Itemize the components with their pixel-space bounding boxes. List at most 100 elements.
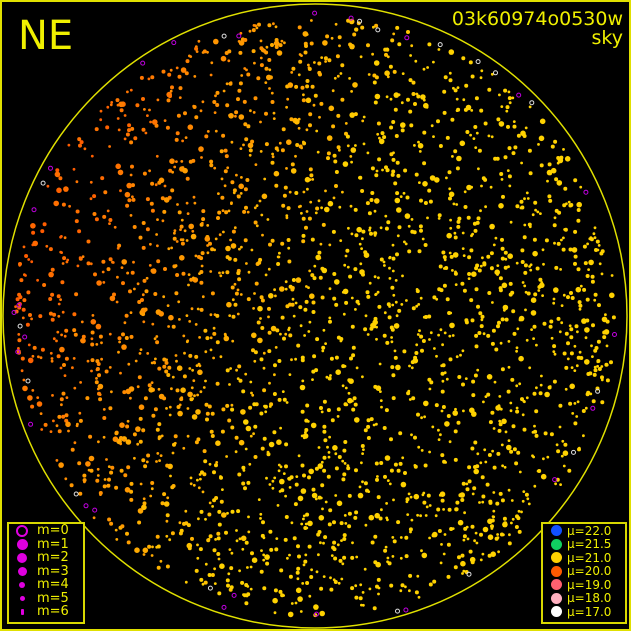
- star: [301, 98, 306, 103]
- star: [198, 272, 201, 275]
- star: [30, 404, 35, 409]
- star: [540, 374, 543, 378]
- star: [330, 418, 335, 423]
- star: [599, 251, 604, 256]
- star: [547, 162, 552, 167]
- star: [602, 335, 607, 340]
- star: [532, 237, 537, 242]
- star: [374, 292, 378, 296]
- star: [600, 400, 605, 405]
- star: [308, 468, 315, 475]
- star: [237, 88, 242, 93]
- star: [535, 343, 538, 347]
- star: [408, 527, 413, 532]
- star: [571, 247, 578, 253]
- star: [442, 459, 447, 464]
- star: [213, 567, 217, 571]
- star: [332, 520, 336, 525]
- star: [165, 407, 168, 410]
- star: [374, 512, 381, 519]
- star: [221, 604, 227, 610]
- star: [553, 139, 558, 144]
- star: [107, 465, 111, 468]
- star: [193, 394, 196, 398]
- star: [498, 286, 503, 291]
- star: [240, 409, 246, 415]
- star: [507, 365, 511, 369]
- star: [264, 410, 268, 414]
- star: [146, 352, 150, 355]
- star: [465, 104, 472, 111]
- star: [290, 286, 295, 290]
- star: [415, 92, 419, 96]
- star: [215, 103, 220, 107]
- star: [161, 69, 166, 74]
- star: [85, 396, 90, 401]
- star: [309, 293, 315, 300]
- star: [182, 167, 188, 174]
- star: [243, 419, 249, 425]
- star: [255, 224, 259, 228]
- star: [589, 236, 593, 240]
- star: [302, 433, 309, 439]
- star: [229, 367, 233, 370]
- star: [432, 60, 435, 64]
- star: [544, 238, 549, 243]
- star: [276, 262, 281, 266]
- star: [65, 260, 69, 264]
- star: [442, 110, 447, 115]
- star: [455, 166, 460, 171]
- star: [562, 351, 567, 356]
- star: [347, 493, 352, 498]
- star: [593, 292, 598, 297]
- star: [263, 404, 268, 409]
- star: [32, 240, 38, 247]
- star: [236, 271, 241, 276]
- star: [238, 81, 243, 86]
- star: [422, 500, 427, 505]
- star: [81, 334, 86, 339]
- star: [529, 100, 535, 106]
- star: [187, 124, 194, 130]
- brightness-swatch-icon: [550, 592, 562, 604]
- star: [392, 151, 395, 155]
- star: [391, 243, 395, 247]
- star: [171, 375, 175, 379]
- star: [127, 362, 131, 366]
- star: [182, 521, 186, 526]
- star: [292, 314, 296, 318]
- star: [593, 226, 597, 230]
- star: [350, 90, 353, 93]
- star: [75, 424, 79, 428]
- star: [557, 157, 564, 164]
- star: [147, 383, 152, 388]
- star: [304, 428, 309, 432]
- star: [578, 303, 583, 308]
- star: [262, 553, 266, 557]
- star: [507, 265, 510, 269]
- star: [523, 223, 527, 227]
- star: [483, 121, 488, 126]
- star: [210, 573, 215, 577]
- star: [130, 270, 135, 275]
- star: [490, 410, 495, 415]
- star: [43, 422, 48, 427]
- star: [400, 303, 404, 306]
- star: [291, 278, 296, 282]
- star: [507, 439, 511, 442]
- star: [301, 582, 305, 585]
- star: [453, 235, 458, 240]
- star: [279, 478, 285, 485]
- star: [437, 48, 441, 51]
- star: [318, 72, 322, 77]
- star: [192, 379, 196, 383]
- star: [288, 574, 293, 579]
- star: [179, 254, 185, 261]
- star: [287, 477, 290, 480]
- star: [409, 495, 413, 499]
- star: [456, 219, 461, 224]
- star: [284, 464, 288, 469]
- star: [100, 341, 103, 345]
- star: [350, 296, 354, 300]
